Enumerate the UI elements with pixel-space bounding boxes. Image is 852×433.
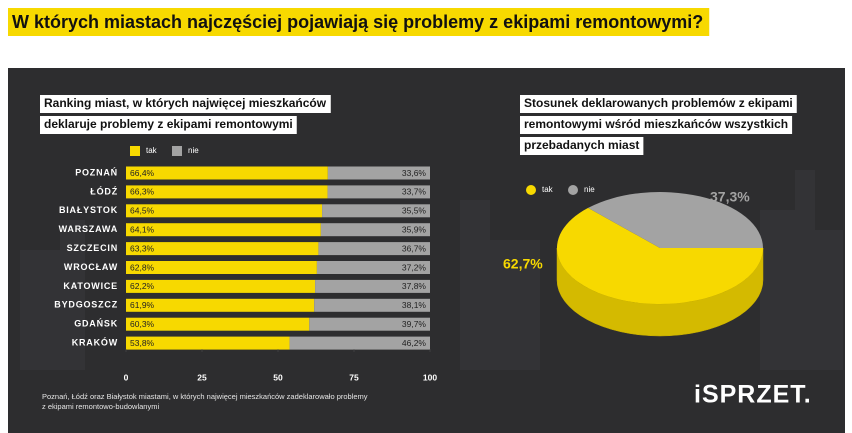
bar-segment [126, 298, 315, 312]
title-highlight [40, 95, 331, 113]
chart-title: remontowymi wśród mieszkańców wszystkich [524, 117, 788, 131]
value-label: 33,6% [402, 168, 427, 178]
x-tick-label: 50 [273, 372, 283, 382]
chart-title: Ranking miast, w których najwięcej miesz… [44, 96, 327, 110]
legend-swatch [172, 146, 182, 156]
category-label: KATOWICE [63, 281, 118, 291]
bar-segment [320, 223, 430, 237]
value-label: 37,3% [710, 189, 750, 205]
x-tick-label: 25 [197, 372, 207, 382]
bar-segment [126, 204, 323, 218]
chart-title: przebadanych miast [524, 138, 639, 152]
x-tick-label: 75 [349, 372, 359, 382]
x-tick-label: 0 [124, 372, 129, 382]
title-highlight [520, 116, 793, 134]
bar-segment [314, 298, 430, 312]
bar-segment [309, 317, 430, 331]
category-label: POZNAŃ [75, 167, 118, 177]
value-label: 38,1% [402, 300, 427, 310]
legend-label: tak [542, 185, 554, 194]
title-highlight [520, 137, 644, 155]
category-label: BIAŁYSTOK [59, 205, 118, 215]
category-label: KRAKÓW [72, 336, 118, 347]
value-label: 35,9% [402, 224, 427, 234]
value-label: 62,2% [130, 281, 155, 291]
value-label: 53,8% [130, 338, 155, 348]
legend-label: nie [188, 146, 199, 155]
category-label: WROCŁAW [64, 262, 118, 272]
pie-slice [557, 207, 763, 304]
bar-segment [126, 223, 321, 237]
x-tick-label: 100 [423, 372, 437, 382]
value-label: 46,2% [402, 338, 427, 348]
category-label: WARSZAWA [59, 224, 118, 234]
bar-segment [327, 166, 430, 180]
bar-segment [126, 279, 316, 293]
value-label: 63,3% [130, 243, 155, 253]
chart-title: Stosunek deklarowanych problemów z ekipa… [524, 96, 793, 110]
value-label: 33,7% [402, 187, 427, 197]
bar-segment [289, 336, 430, 350]
bar-segment [126, 185, 328, 199]
bar-segment [126, 336, 290, 350]
value-label: 61,9% [130, 300, 155, 310]
value-label: 39,7% [402, 319, 427, 329]
skyline [20, 170, 843, 370]
footnote: z ekipami remontowo-budowlanymi [42, 402, 159, 411]
value-label: 37,2% [402, 262, 427, 272]
legend-label: nie [584, 185, 595, 194]
value-label: 37,8% [402, 281, 427, 291]
title-highlight [520, 95, 797, 113]
value-label: 64,1% [130, 224, 155, 234]
category-label: BYDGOSZCZ [54, 300, 118, 310]
bar-segment [316, 261, 430, 274]
bar-segment [126, 261, 317, 274]
value-label: 66,3% [130, 187, 155, 197]
bar-segment [126, 166, 328, 180]
bar-segment [327, 185, 430, 199]
category-label: SZCZECIN [67, 243, 118, 253]
footnote: Poznań, Łódź oraz Białystok miastami, w … [42, 392, 368, 401]
legend-label: tak [146, 146, 158, 155]
legend-swatch [130, 146, 140, 156]
pie-slice [588, 192, 763, 248]
value-label: 60,3% [130, 319, 155, 329]
title-highlight [8, 8, 710, 36]
page-title: W których miastach najczęściej pojawiają… [12, 12, 703, 32]
title-highlight [40, 116, 297, 134]
value-label: 35,5% [402, 206, 427, 216]
legend-swatch [526, 185, 536, 195]
legend-swatch [568, 185, 578, 195]
bar-segment [322, 204, 430, 218]
value-label: 66,4% [130, 168, 155, 178]
bar-segment [126, 317, 310, 331]
value-label: 62,7% [503, 256, 543, 272]
value-label: 62,8% [130, 262, 155, 272]
chart-title: deklaruje problemy z ekipami remontowymi [44, 117, 293, 131]
value-label: 36,7% [402, 243, 427, 253]
category-label: GDAŃSK [74, 319, 118, 329]
value-label: 64,5% [130, 206, 155, 216]
bar-segment [318, 242, 430, 256]
bar-segment [315, 279, 430, 293]
category-label: ŁÓDŹ [90, 185, 118, 196]
bar-segment [126, 242, 319, 256]
logo: iSPRZET. [694, 381, 812, 409]
